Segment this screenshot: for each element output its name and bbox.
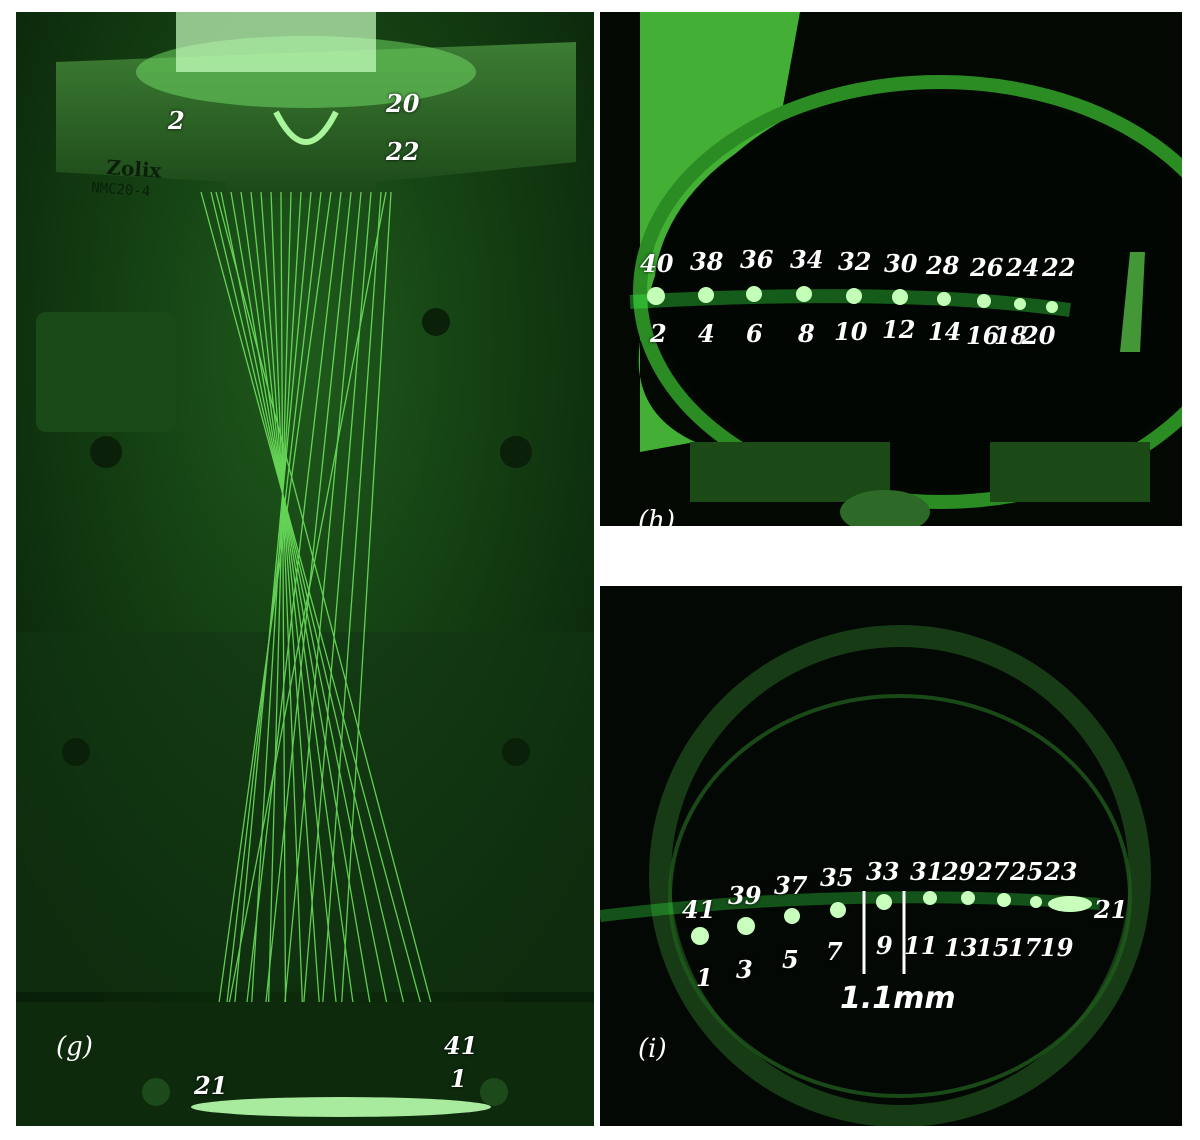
screw-hole <box>90 436 122 468</box>
label-i-top-9: 25 <box>1010 857 1044 886</box>
label-h-top-5: 32 <box>838 247 872 276</box>
label-i-top-5: 33 <box>866 857 900 886</box>
panel-i-illustration <box>600 586 1182 1126</box>
panel-letter-i: (i) <box>638 1034 667 1064</box>
label-h-top-2: 38 <box>690 247 724 276</box>
scale-label: 1.1mm <box>840 981 956 1016</box>
label-h-bottom-3: 6 <box>746 319 763 348</box>
laser-spots <box>647 286 1058 313</box>
panel-g-photo: Zolix NMC20-4 2 20 22 21 41 1 (g) <box>16 12 594 1126</box>
screw-hole <box>422 308 450 336</box>
screw-hole <box>502 738 530 766</box>
label-i-top-4: 35 <box>820 863 854 892</box>
label-i-top-3: 37 <box>774 871 808 900</box>
panel-letter-h: (h) <box>638 506 676 526</box>
panel-g-illustration: Zolix NMC20-4 <box>16 12 594 1126</box>
label-i-bottom-5: 9 <box>876 931 893 960</box>
label-h-top-6: 30 <box>884 249 918 278</box>
label-h-bottom-6: 12 <box>882 315 916 344</box>
label-h-top-7: 28 <box>926 251 960 280</box>
label-i-end: 21 <box>1094 895 1128 924</box>
label-i-top-1: 41 <box>682 895 716 924</box>
bright-lens <box>176 12 376 72</box>
label-h-top-4: 34 <box>790 245 824 274</box>
label-h-bottom-8: 16 <box>966 321 1000 350</box>
label-i-bottom-10: 19 <box>1040 933 1074 962</box>
lens-dark <box>654 94 1182 490</box>
background <box>600 586 1182 1126</box>
lens-rim <box>633 75 1182 509</box>
label-h-bottom-9: 18 <box>994 321 1028 350</box>
lens-inner-rim <box>668 694 1132 1098</box>
holder-base-right <box>990 442 1150 502</box>
label-i-bottom-2: 3 <box>736 955 753 984</box>
label-h-top-3: 36 <box>740 245 774 274</box>
label-h-bottom-4: 8 <box>798 319 815 348</box>
label-g-top-right-b: 22 <box>386 137 420 166</box>
label-h-bottom-10: 20 <box>1022 321 1056 350</box>
panel-h-illustration <box>600 12 1182 526</box>
label-h-bottom-5: 10 <box>834 317 868 346</box>
label-g-bottom-right-b: 1 <box>450 1064 467 1093</box>
screw-hole <box>62 738 90 766</box>
label-i-bottom-4: 7 <box>826 937 843 966</box>
label-i-top-7: 29 <box>942 857 976 886</box>
label-i-bottom-6: 11 <box>904 931 938 960</box>
label-h-bottom-7: 14 <box>928 317 962 346</box>
lens-rim <box>649 625 1151 1126</box>
label-h-bottom-1: 2 <box>650 319 667 348</box>
laser-spots <box>691 891 1092 945</box>
label-i-top-8: 27 <box>976 857 1010 886</box>
label-g-bottom-right-a: 41 <box>444 1031 478 1060</box>
label-i-top-10: 23 <box>1044 857 1078 886</box>
model-text: NMC20-4 <box>91 180 151 200</box>
label-h-top-10: 22 <box>1042 253 1076 282</box>
label-g-bottom-left: 21 <box>194 1071 228 1100</box>
beam-fan <box>200 191 457 1098</box>
screw <box>142 1078 170 1106</box>
holder-screw <box>840 490 930 526</box>
label-h-top-1: 40 <box>640 249 674 278</box>
holder-base-left <box>690 442 890 502</box>
label-i-bottom-3: 5 <box>782 945 799 974</box>
knurled-knob <box>36 312 176 432</box>
screw <box>480 1078 508 1106</box>
label-h-top-9: 24 <box>1006 253 1040 282</box>
rim-highlight <box>1120 252 1145 352</box>
label-g-top-left: 2 <box>168 106 185 135</box>
label-i-bottom-1: 1 <box>696 963 713 992</box>
screw-hole <box>500 436 532 468</box>
label-h-bottom-2: 4 <box>698 319 715 348</box>
label-i-top-6: 31 <box>910 857 944 886</box>
label-i-bottom-7: 13 <box>944 933 978 962</box>
lens-holder <box>273 110 339 145</box>
panel-h-photo: 40 38 36 34 32 30 28 26 24 22 2 4 6 8 10… <box>600 12 1182 526</box>
target-plate <box>191 1097 491 1117</box>
brand-text: Zolix <box>106 155 164 183</box>
label-h-top-8: 26 <box>970 253 1004 282</box>
panel-i-photo: 41 39 37 35 33 31 29 27 25 23 21 1 3 5 7… <box>600 586 1182 1126</box>
label-g-top-right-a: 20 <box>386 89 420 118</box>
label-i-top-2: 39 <box>728 881 762 910</box>
label-i-bottom-8: 15 <box>976 933 1010 962</box>
label-i-bottom-9: 17 <box>1008 933 1042 962</box>
panel-letter-g: (g) <box>56 1032 93 1062</box>
